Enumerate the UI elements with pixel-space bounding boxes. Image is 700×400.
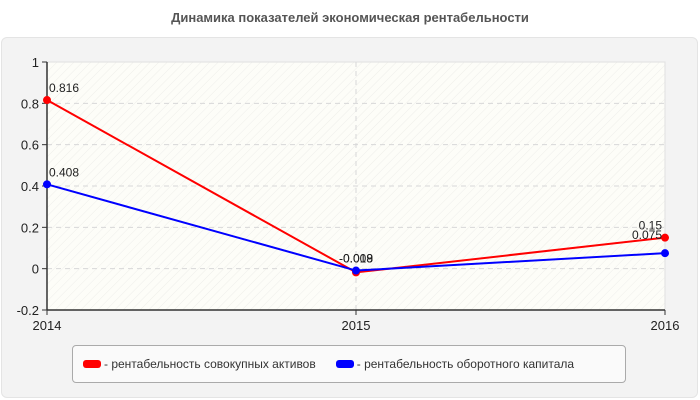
legend-label: - рентабельность оборотного капитала [356,357,575,371]
data-label: -0.009 [339,252,373,266]
chart-title: Динамика показателей экономическая рента… [171,10,529,25]
y-tick-label: 0.2 [21,220,39,235]
data-point[interactable] [43,96,51,105]
legend-swatch-blue [335,360,354,368]
data-point[interactable] [43,180,51,189]
x-tick-label: 2016 [651,318,680,333]
legend-label: - рентабельность совокупных активов [104,357,316,371]
chart-legend: - рентабельность совокупных активов - ре… [72,345,626,383]
y-tick-label: 0.4 [21,179,39,194]
y-tick-label: 0 [32,262,39,277]
data-point[interactable] [661,233,669,242]
y-tick-label: 0.6 [21,138,39,153]
data-label: 0.408 [49,165,79,179]
y-tick-label: 0.8 [21,96,39,111]
data-label: -0.018 [339,252,373,266]
legend-swatch-red [83,360,101,368]
legend-item-assets[interactable]: - рентабельность совокупных активов [83,357,316,371]
x-tick-label: 2015 [342,318,371,333]
data-point[interactable] [661,249,669,258]
data-label: 0.075 [632,228,662,242]
data-point[interactable] [352,266,360,275]
y-tick-label: 1 [32,55,39,70]
y-tick-label: -0.2 [17,303,39,318]
x-tick-label: 2014 [33,318,62,333]
data-label: 0.15 [639,219,663,233]
data-label: 0.816 [49,81,79,95]
legend-item-working-capital[interactable]: - рентабельность оборотного капитала [335,357,575,371]
